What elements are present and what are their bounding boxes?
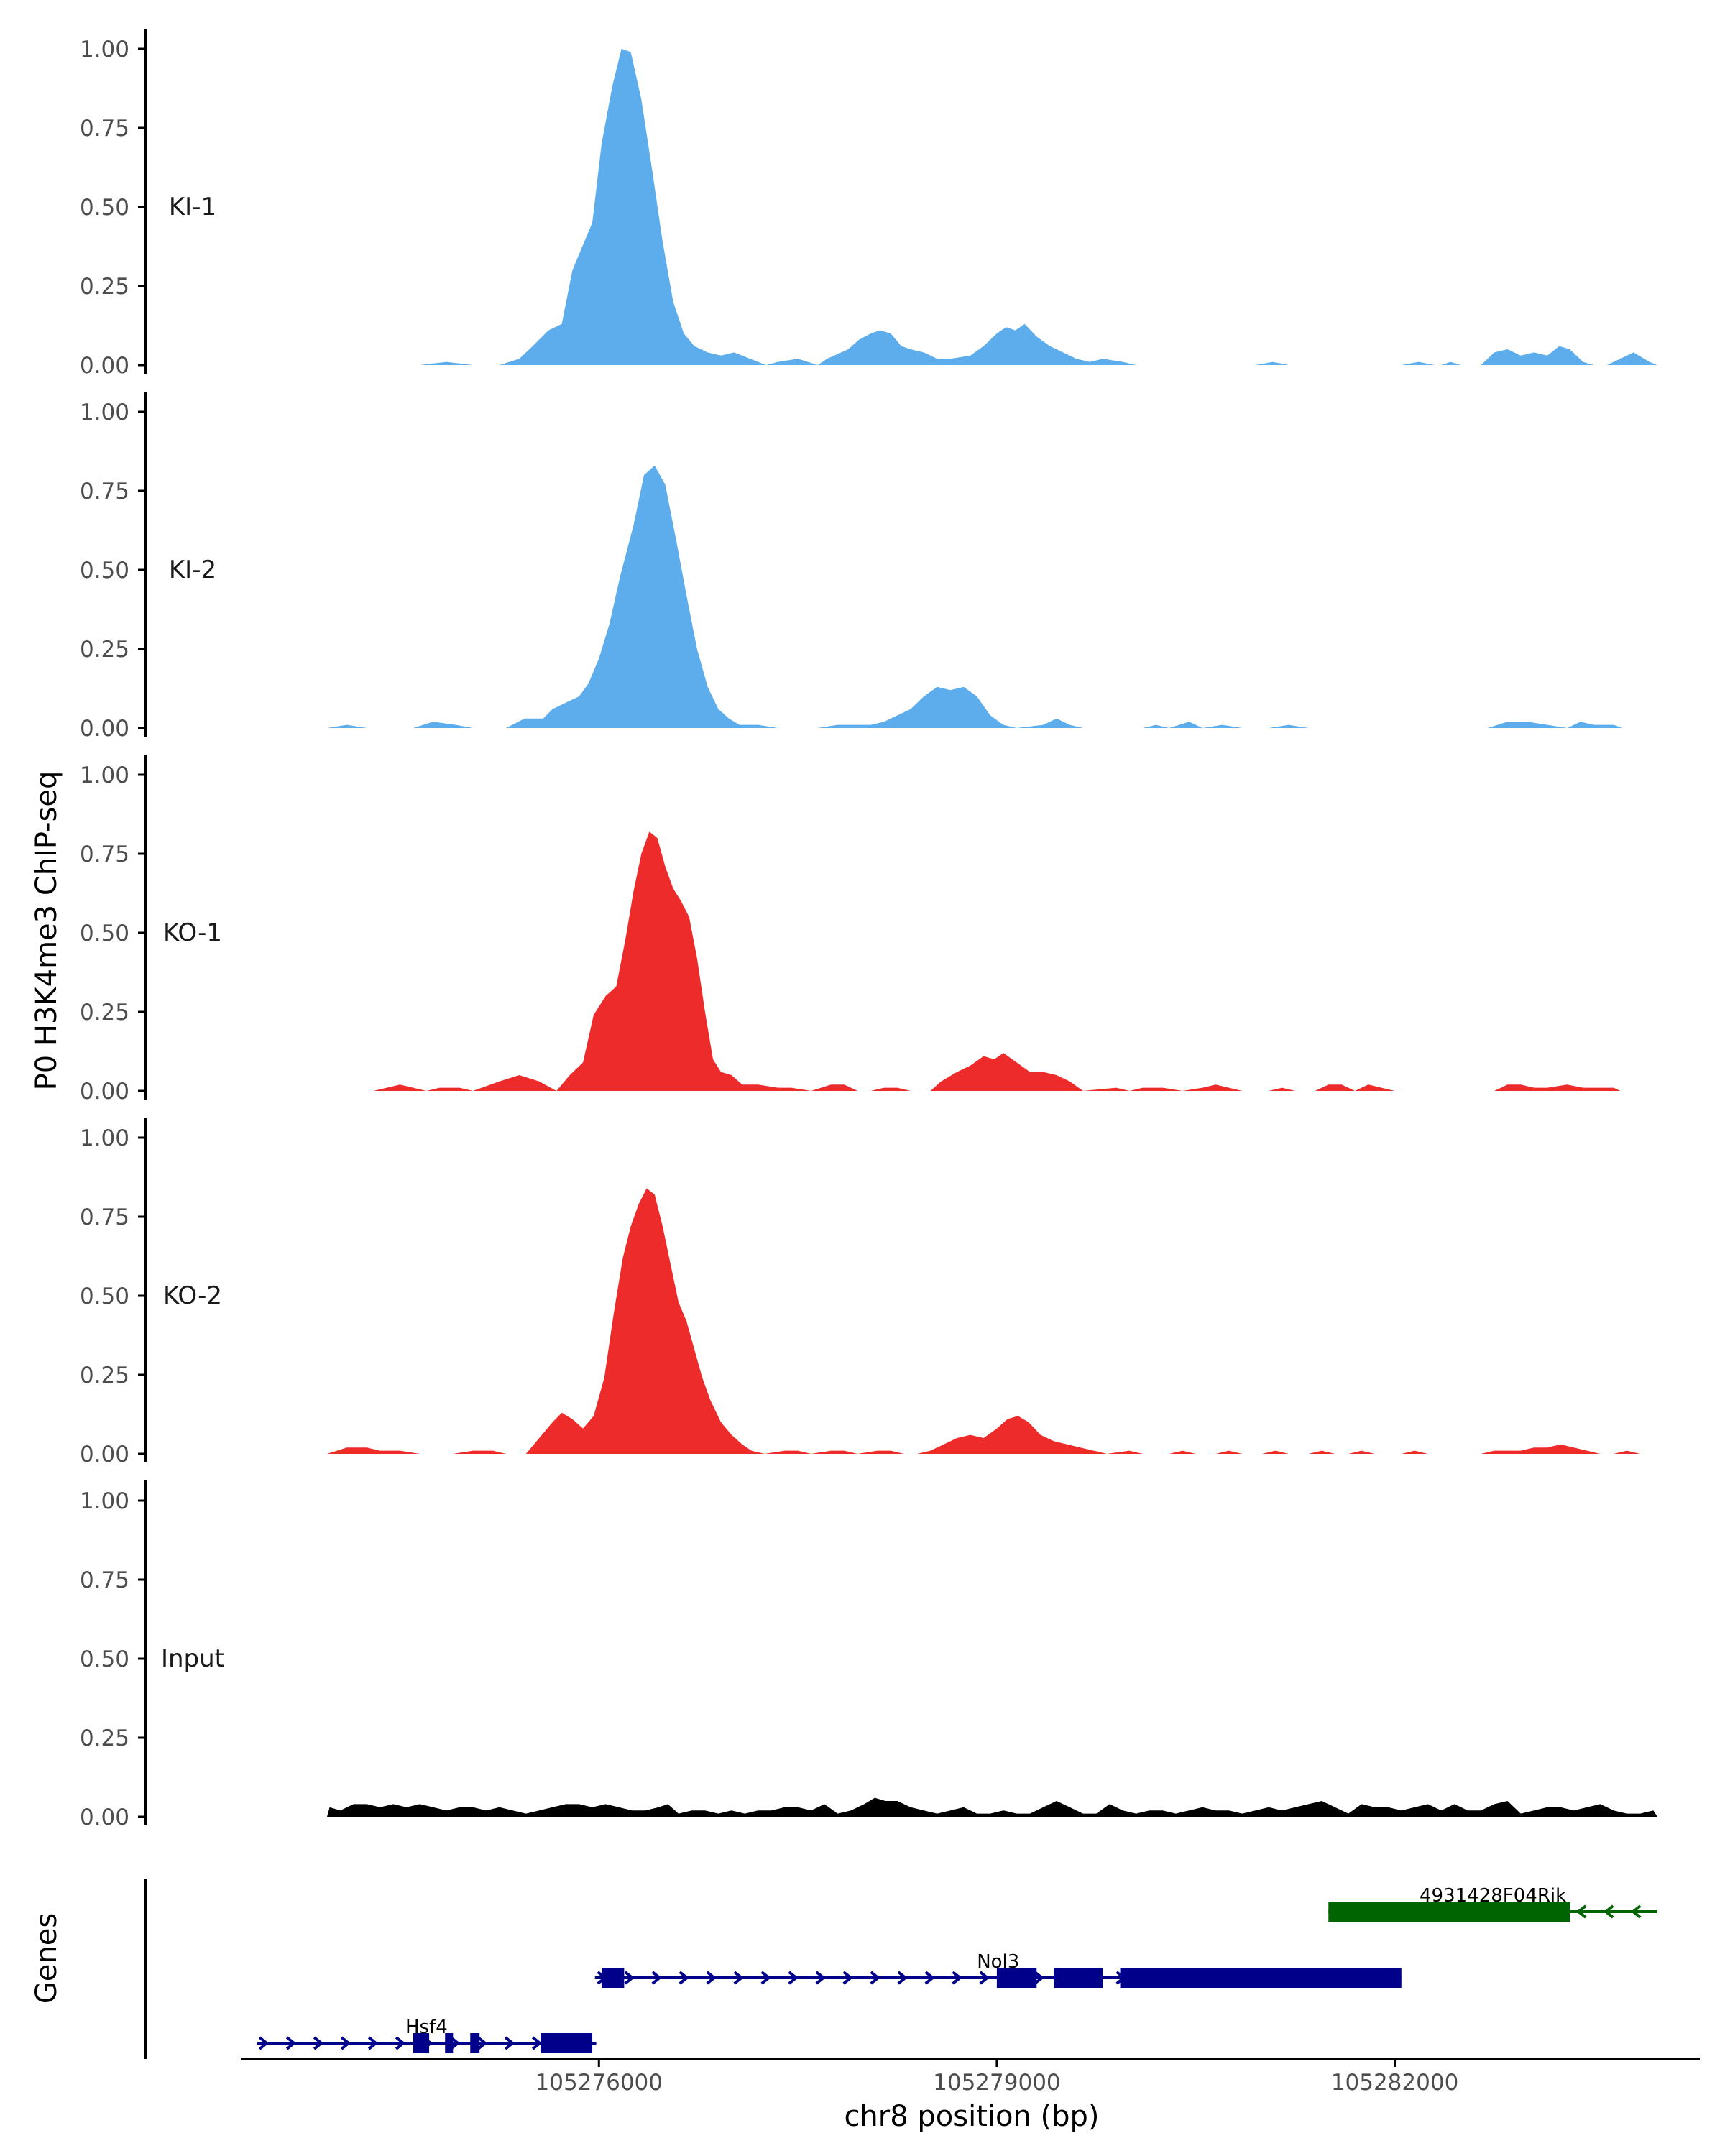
- strand-arrow: [285, 2036, 297, 2050]
- gene-label: Hsf4: [405, 2017, 448, 2038]
- y-tick-label: 0.25: [80, 1000, 129, 1026]
- y-tick-label: 0.75: [80, 479, 129, 505]
- strand-arrow: [531, 2036, 543, 2050]
- gene-label: Nol3: [977, 1951, 1019, 1973]
- track-panels: 0.00 0.25 0.50 0.75 1.00 KI-1 0.00 0.25 0.50 0.75…: [80, 29, 1657, 1830]
- strand-arrow: [952, 1971, 962, 1985]
- gene-exon: [413, 2033, 430, 2053]
- panel-input: 0.00 0.25 0.50 0.75 1.00 Input: [80, 1480, 1657, 1830]
- y-tick-label: 0.50: [80, 1646, 129, 1672]
- strand-arrow: [815, 1971, 826, 1985]
- y-axis-title: P0 H3K4me3 ChIP-seq: [30, 771, 63, 1091]
- x-tick-label: 105282000: [1331, 2070, 1459, 2096]
- strand-arrow: [477, 2036, 488, 2050]
- track-label: Input: [161, 1644, 224, 1673]
- genes-track: 4931428F04Rik Nol3 Hsf4: [144, 1879, 1657, 2059]
- panel-ki-1: 0.00 0.25 0.50 0.75 1.00 KI-1: [80, 29, 1657, 379]
- panel-ko-1: 0.00 0.25 0.50 0.75 1.00 KO-1: [80, 755, 1621, 1105]
- gene-exon: [1522, 1902, 1563, 1922]
- strand-arrow: [1631, 1904, 1642, 1919]
- genes-axis-title: Genes: [30, 1913, 63, 2004]
- track-label: KI-2: [169, 556, 216, 584]
- strand-arrow: [1604, 1904, 1614, 1919]
- coverage-area-ki-1: [420, 49, 1657, 365]
- track-label: KI-1: [169, 193, 216, 221]
- strand-arrow: [449, 2036, 461, 2050]
- strand-arrow: [1576, 1904, 1587, 1919]
- x-axis-title: chr8 position (bp): [844, 2100, 1099, 2133]
- strand-arrow: [678, 1971, 689, 1985]
- strand-arrow: [733, 1971, 744, 1985]
- gene-exon: [1481, 1902, 1496, 1922]
- coverage-area-ko-1: [373, 831, 1621, 1091]
- y-tick-label: 0.00: [80, 1805, 129, 1830]
- y-tick-label: 0.00: [80, 1079, 129, 1105]
- strand-arrow: [842, 1971, 853, 1985]
- x-tick-label: 105276000: [535, 2070, 663, 2096]
- strand-arrow: [897, 1971, 908, 1985]
- y-tick-label: 0.25: [80, 1726, 129, 1751]
- gene-exon: [445, 2033, 454, 2053]
- strand-arrow: [651, 1971, 662, 1985]
- strand-arrow: [760, 1971, 771, 1985]
- y-tick-label: 0.50: [80, 921, 129, 946]
- y-tick-label: 0.75: [80, 1567, 129, 1593]
- strand-arrow: [624, 1971, 635, 1985]
- y-tick-label: 1.00: [80, 400, 129, 425]
- y-tick-label: 0.00: [80, 1442, 129, 1468]
- y-tick-label: 0.25: [80, 274, 129, 300]
- gene-exon: [540, 2033, 593, 2053]
- panel-ko-2: 0.00 0.25 0.50 0.75 1.00 KO-2: [80, 1118, 1657, 1468]
- gene-exon: [1120, 1968, 1402, 1988]
- y-tick-label: 0.00: [80, 716, 129, 742]
- y-tick-label: 1.00: [80, 763, 129, 788]
- strand-arrow: [1034, 1971, 1044, 1985]
- gene-hsf4: Hsf4: [257, 2017, 597, 2053]
- track-label: KO-2: [163, 1281, 222, 1310]
- gene-4931428f04rik: 4931428F04Rik: [1328, 1885, 1657, 1922]
- gene-exon: [1054, 1968, 1103, 1988]
- strand-arrow: [924, 1971, 935, 1985]
- gene-label: 4931428F04Rik: [1420, 1885, 1566, 1907]
- y-tick-label: 0.50: [80, 558, 129, 584]
- strand-arrow: [313, 2036, 324, 2050]
- strand-arrow: [979, 1971, 990, 1985]
- gene-nol3: Nol3: [594, 1951, 1402, 1988]
- x-axis: 105276000 105279000 105282000: [241, 2058, 1700, 2096]
- strand-arrow: [340, 2036, 351, 2050]
- y-tick-label: 1.00: [80, 37, 129, 63]
- strand-arrow: [504, 2036, 515, 2050]
- y-tick-label: 1.00: [80, 1488, 129, 1514]
- coverage-area-ko-2: [327, 1188, 1657, 1454]
- strand-arrow: [706, 1971, 717, 1985]
- y-tick-label: 0.25: [80, 637, 129, 663]
- x-tick-label: 105279000: [933, 2070, 1061, 2096]
- strand-arrow: [367, 2036, 379, 2050]
- gene-exon: [601, 1968, 625, 1988]
- coverage-area-ki-2: [327, 465, 1623, 728]
- strand-arrow: [395, 2036, 406, 2050]
- strand-arrow: [258, 2036, 270, 2050]
- track-label: KO-1: [163, 918, 222, 947]
- y-tick-label: 0.25: [80, 1363, 129, 1388]
- y-tick-label: 0.75: [80, 842, 129, 867]
- gene-exon: [996, 1968, 1037, 1988]
- y-tick-label: 0.50: [80, 195, 129, 221]
- y-tick-label: 0.00: [80, 353, 129, 379]
- strand-arrow: [788, 1971, 799, 1985]
- strand-arrow: [870, 1971, 880, 1985]
- panel-ki-2: 0.00 0.25 0.50 0.75 1.00 KI-2: [80, 392, 1623, 742]
- y-tick-label: 0.75: [80, 1204, 129, 1230]
- coverage-area-input: [327, 1797, 1657, 1817]
- y-tick-label: 1.00: [80, 1125, 129, 1151]
- gene-exon: [470, 2033, 480, 2053]
- y-tick-label: 0.50: [80, 1284, 129, 1309]
- y-tick-label: 0.75: [80, 116, 129, 142]
